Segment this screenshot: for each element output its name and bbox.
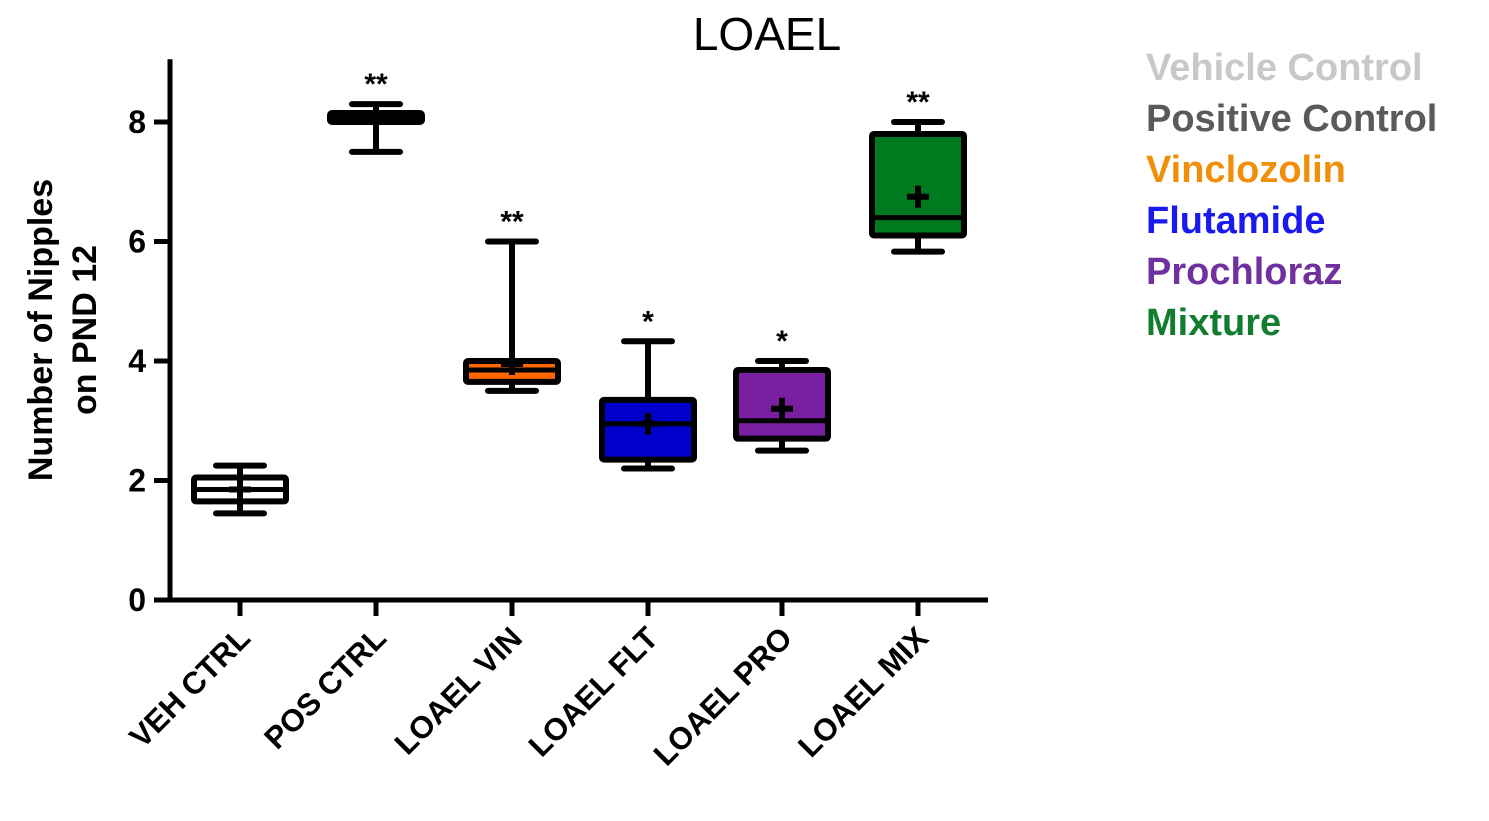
box-veh-ctrl [191,462,289,517]
y-tick-label: 4 [128,343,146,379]
y-axis-label-line2: on PND 12 [66,245,104,415]
box-loael-flt: * [599,305,697,472]
box-iqr [869,130,967,239]
significance-marker: ** [500,206,524,239]
legend-item: Vehicle Control [1146,47,1423,89]
legend-item: Positive Control [1146,98,1437,140]
x-tick-label: LOAEL FLT [522,620,665,763]
box-loael-mix: ** [869,86,967,255]
box-loael-vin: ** [463,206,561,394]
significance-marker: ** [906,86,930,119]
box-loael-pro: * [733,325,831,454]
significance-marker: ** [364,68,388,101]
legend-item: Mixture [1146,302,1281,344]
y-tick-label: 6 [128,224,146,260]
axes: 0 2 4 6 8 [128,59,988,618]
x-tick-label: LOAEL MIX [791,620,935,764]
y-axis-label: Number of Nipples on PND 12 [22,179,104,481]
y-axis-label-line1: Number of Nipples [22,179,60,481]
chart-title: LOAEL [693,8,841,60]
significance-marker: * [776,325,788,358]
x-tick-label: LOAEL PRO [647,620,799,772]
y-tick-label: 0 [128,582,146,618]
legend-item: Flutamide [1146,200,1325,242]
significance-marker: * [642,305,654,338]
y-tick-label: 8 [128,104,146,140]
y-tick-label: 2 [128,463,146,499]
legend-item: Prochloraz [1146,251,1342,293]
x-tick-label: VEH CTRL [123,620,257,754]
x-tick-label: LOAEL VIN [388,620,529,761]
box-series: ******** [191,68,967,517]
legend-item: Vinclozolin [1146,149,1346,191]
box-pos-ctrl: ** [327,68,425,155]
x-tick-label: POS CTRL [257,620,393,756]
legend: Vehicle Control Positive Control Vinclozol… [1146,47,1437,344]
